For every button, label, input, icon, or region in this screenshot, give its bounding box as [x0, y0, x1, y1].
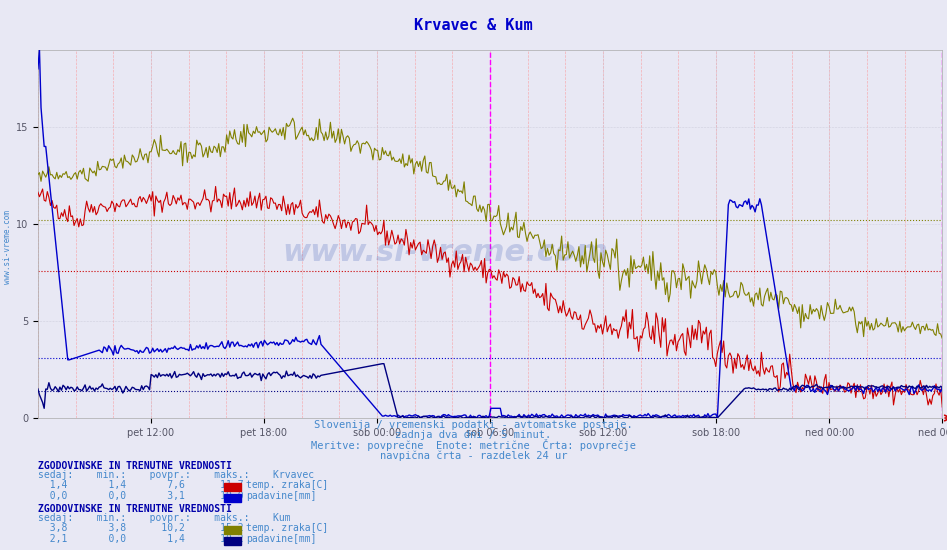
Text: 2,1       0,0       1,4      10,2: 2,1 0,0 1,4 10,2	[38, 534, 243, 544]
Text: ZGODOVINSKE IN TRENUTNE VREDNOSTI: ZGODOVINSKE IN TRENUTNE VREDNOSTI	[38, 503, 232, 514]
Text: Slovenija / vremenski podatki - avtomatske postaje.: Slovenija / vremenski podatki - avtomats…	[314, 420, 633, 430]
Text: padavine[mm]: padavine[mm]	[246, 534, 316, 544]
Text: temp. zraka[C]: temp. zraka[C]	[246, 480, 329, 491]
Text: navpična črta - razdelek 24 ur: navpična črta - razdelek 24 ur	[380, 451, 567, 461]
Text: sedaj:    min.:    povpr.:    maks.:    Krvavec: sedaj: min.: povpr.: maks.: Krvavec	[38, 470, 314, 481]
Text: Krvavec & Kum: Krvavec & Kum	[414, 18, 533, 32]
Text: sedaj:    min.:    povpr.:    maks.:    Kum: sedaj: min.: povpr.: maks.: Kum	[38, 513, 291, 524]
Text: 0,0       0,0       3,1      19,0: 0,0 0,0 3,1 19,0	[38, 491, 243, 502]
Text: zadnja dva dni / 5 minut.: zadnja dva dni / 5 minut.	[396, 430, 551, 441]
Bar	[224, 526, 241, 534]
Text: 1,4       1,4       7,6      11,7: 1,4 1,4 7,6 11,7	[38, 480, 243, 491]
Text: www.si-vreme.com: www.si-vreme.com	[3, 211, 12, 284]
Bar	[224, 494, 241, 502]
Bar	[224, 537, 241, 544]
Text: Meritve: povprečne  Enote: metrične  Črta: povprečje: Meritve: povprečne Enote: metrične Črta:…	[311, 439, 636, 451]
Bar	[224, 483, 241, 491]
Text: www.si-vreme.com: www.si-vreme.com	[282, 238, 608, 267]
Text: ZGODOVINSKE IN TRENUTNE VREDNOSTI: ZGODOVINSKE IN TRENUTNE VREDNOSTI	[38, 460, 232, 471]
Text: temp. zraka[C]: temp. zraka[C]	[246, 523, 329, 534]
Text: padavine[mm]: padavine[mm]	[246, 491, 316, 502]
Text: 3,8       3,8      10,2      15,2: 3,8 3,8 10,2 15,2	[38, 523, 243, 534]
